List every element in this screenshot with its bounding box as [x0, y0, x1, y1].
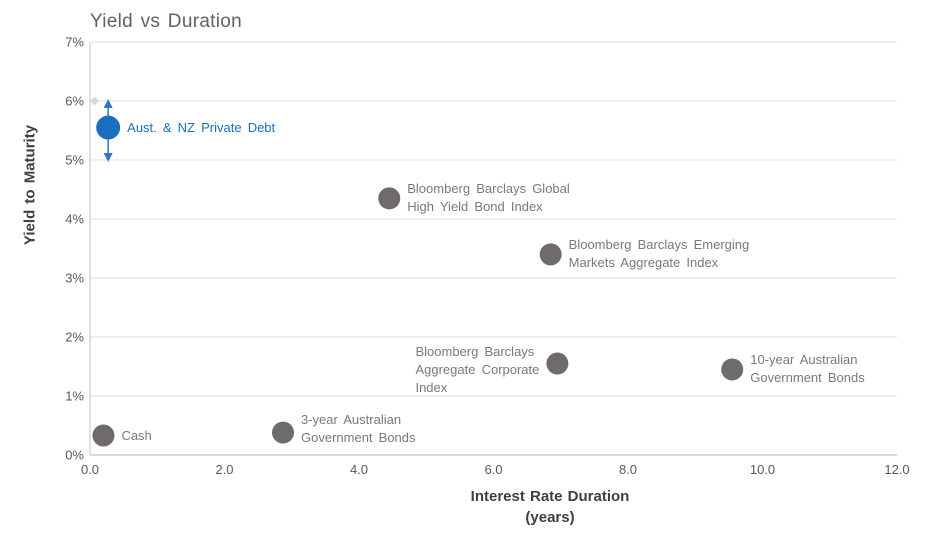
- label-line: Bloomberg Barclays Emerging: [568, 237, 750, 253]
- label-3yr-aus-govt-bonds: 3-year Australian Government Bonds: [301, 411, 416, 447]
- data-point-cash: [92, 424, 115, 447]
- label-line: Index: [415, 379, 448, 395]
- label-bb-global-high-yield: Bloomberg Barclays Global High Yield Bond…: [407, 180, 570, 216]
- label-line: Aggregate Corporate: [415, 361, 540, 377]
- ghost-diamond-marker: [90, 96, 100, 106]
- label-line: Cash: [121, 427, 152, 443]
- x-tick-0.0: 0.0: [80, 462, 100, 477]
- label-line: Government Bonds: [750, 370, 865, 386]
- x-axis-title-line1: Interest Rate Duration: [470, 488, 630, 505]
- label-bb-emerging-markets: Bloomberg Barclays Emerging Markets Aggre…: [569, 236, 750, 272]
- y-tick-3%: 3%: [65, 270, 84, 286]
- label-cash: Cash: [121, 427, 151, 445]
- error-bar-arrowhead-up: [103, 99, 113, 108]
- y-tick-1%: 1%: [65, 388, 84, 404]
- label-line: High Yield Bond Index: [407, 199, 543, 215]
- x-axis-title-line2: (years): [525, 509, 575, 526]
- label-line: Bloomberg Barclays: [415, 343, 535, 359]
- data-point-bb-global-high-yield: [378, 187, 401, 210]
- y-tick-7%: 7%: [65, 34, 84, 50]
- data-point-bb-aggregate-corporate: [546, 352, 569, 375]
- y-tick-2%: 2%: [65, 329, 84, 345]
- label-line: Bloomberg Barclays Global: [407, 181, 570, 197]
- x-tick-2.0: 2.0: [215, 462, 234, 477]
- x-tick-10.0: 10.0: [749, 462, 776, 477]
- data-point-bb-emerging-markets: [539, 243, 562, 266]
- label-bb-aggregate-corporate: Bloomberg Barclays Aggregate Corporate Ind…: [415, 343, 539, 397]
- data-point-aust-nz-private-debt: [96, 115, 121, 140]
- label-line: 10-year Australian: [750, 352, 858, 368]
- y-tick-6%: 6%: [65, 93, 84, 109]
- label-line: Markets Aggregate Index: [568, 255, 719, 271]
- data-point-3yr-aus-govt-bonds: [272, 421, 295, 444]
- x-tick-4.0: 4.0: [349, 462, 369, 477]
- label-aust-nz-private-debt: Aust. & NZ Private Debt: [127, 119, 275, 137]
- x-axis-title: Interest Rate Duration (years): [471, 486, 630, 528]
- chart-title: Yield vs Duration: [90, 11, 243, 32]
- y-tick-4%: 4%: [65, 211, 84, 227]
- x-tick-12.0: 12.0: [884, 462, 910, 477]
- y-tick-0%: 0%: [65, 447, 84, 463]
- label-line: 3-year Australian: [301, 411, 402, 427]
- error-bar-arrowhead-down: [103, 153, 113, 162]
- data-point-10yr-aus-govt-bonds: [721, 358, 744, 381]
- label-10yr-aus-govt-bonds: 10-year Australian Government Bonds: [750, 351, 865, 387]
- label-line: Government Bonds: [301, 429, 416, 445]
- y-tick-5%: 5%: [65, 152, 84, 168]
- x-tick-6.0: 6.0: [484, 462, 503, 477]
- x-tick-8.0: 8.0: [618, 462, 638, 477]
- label-line: Aust. & NZ Private Debt: [127, 119, 276, 135]
